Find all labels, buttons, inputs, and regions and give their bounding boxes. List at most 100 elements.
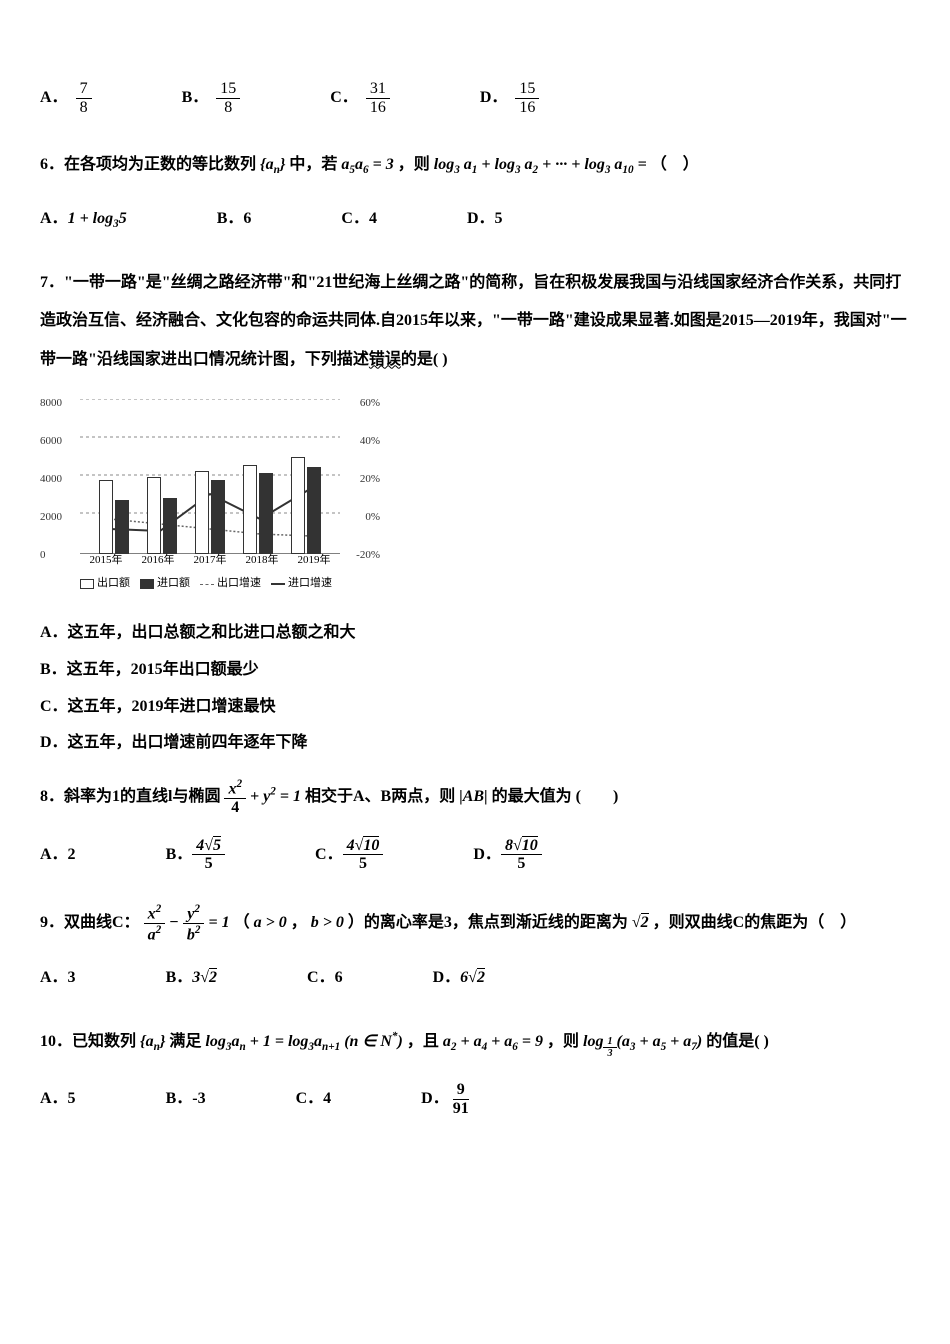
q8-paren: ( ) [576, 788, 619, 805]
opt-label: B． [182, 84, 209, 113]
export-bar [147, 477, 161, 555]
opt-text: B．-3 [166, 1085, 206, 1114]
opt-label: D． [473, 841, 501, 870]
chart-axes [80, 399, 340, 554]
q6-opt-a: A． 1 + log35 [40, 205, 127, 234]
den: a2 [144, 924, 166, 944]
opt-label: B． [166, 964, 193, 993]
xlabel: 2019年 [298, 551, 331, 571]
ab-abs: |AB| [459, 788, 487, 805]
legend-box [140, 579, 154, 589]
math-log: log3 a1 + log3 a2 + ··· + log3 a10 = [434, 156, 651, 173]
sum-eq: a2 + a4 + a6 = 9 [443, 1033, 543, 1050]
opt-text: B．6 [217, 205, 252, 234]
legend-text: 进口增速 [288, 574, 332, 594]
numerator: 15 [216, 80, 240, 99]
ylabel: 8000 [40, 394, 62, 414]
legend-item: 进口额 [140, 574, 190, 594]
q5-options: A． 7 8 B． 15 8 C． 31 16 D． 15 16 [40, 80, 910, 116]
ylabel: 6000 [40, 432, 62, 452]
den: 5 [201, 855, 217, 873]
eq1: = 1 [208, 914, 229, 931]
sqrt2: √2 [632, 913, 649, 931]
legend-box [80, 579, 94, 589]
export-bar [99, 480, 113, 554]
q8-opt-b: B． 4√5 5 [166, 837, 225, 873]
q5-opt-b: B． 15 8 [182, 80, 241, 116]
legend: 出口额 进口额 出口增速 进口增速 [80, 574, 332, 594]
fraction: 4√5 5 [192, 837, 225, 873]
den: 5 [513, 855, 529, 873]
xlabels: 2015年 2016年 2017年 2018年 2019年 [80, 551, 340, 571]
q6-opt-b: B．6 [217, 205, 252, 234]
q10-options: A．5 B．-3 C．4 D． 9 91 [40, 1081, 910, 1117]
q8-opt-d: D． 8√10 5 [473, 837, 541, 873]
opt-text: C．4 [341, 205, 377, 234]
opt-label: B． [166, 841, 193, 870]
log-eq: log3an + 1 = log3an+1 (n ∈ N*) [205, 1033, 402, 1050]
opt-label: D． [480, 84, 508, 113]
rlabel: -20% [356, 546, 380, 566]
export-bar [243, 465, 257, 554]
import-bar [259, 473, 273, 554]
opt-label: A． [40, 84, 68, 113]
hyp-frac2: y2 b2 [183, 903, 205, 944]
legend-line [200, 584, 214, 585]
q7-stmt-a: A．这五年，出口总额之和比进口总额之和大 [40, 619, 910, 648]
math-seq: {an} [260, 156, 285, 173]
denominator: 8 [76, 99, 92, 117]
opt-text: D．5 [467, 205, 503, 234]
num: 9 [453, 1081, 469, 1100]
ylabel: 4000 [40, 470, 62, 490]
q9-t2: （ [234, 914, 250, 931]
import-bar [115, 500, 129, 554]
q10-opt-a: A．5 [40, 1085, 76, 1114]
den: 4 [227, 799, 243, 817]
q7-stmt-d: D．这五年，出口增速前四年逐年下降 [40, 729, 910, 758]
import-bar [163, 498, 177, 554]
num: x2 [224, 778, 246, 799]
denominator: 8 [220, 99, 236, 117]
q9-t5: ，则双曲线C的焦距为（ ） [653, 914, 857, 931]
q10-t2: 满足 [169, 1033, 201, 1050]
legend-item: 出口额 [80, 574, 130, 594]
seq: {an} [140, 1033, 165, 1050]
q7-stmt-c: C．这五年，2019年进口增速最快 [40, 693, 910, 722]
export-bar [291, 457, 305, 554]
q10-opt-d: D． 9 91 [421, 1081, 473, 1117]
q6-t1: ．在各项均为正数的等比数列 [48, 156, 256, 173]
xlabel: 2017年 [194, 551, 227, 571]
opt-label: C． [315, 841, 343, 870]
q10-opt-b: B．-3 [166, 1085, 206, 1114]
import-bar [307, 467, 321, 554]
opt-text: C．6 [307, 964, 343, 993]
q8-opt-a: A．2 [40, 841, 76, 870]
bar-group [147, 477, 177, 555]
q8: 8．斜率为1的直线l与椭圆 x2 4 + y2 = 1 相交于A、B两点，则 |… [40, 778, 910, 817]
q10-t1: 10．已知数列 [40, 1033, 136, 1050]
q6-opt-c: C．4 [341, 205, 377, 234]
denominator: 16 [515, 99, 539, 117]
b-gt-0: b > 0 [311, 914, 344, 931]
math-val: 1 + log35 [68, 205, 127, 234]
opt-text: A．2 [40, 841, 76, 870]
q5-opt-a: A． 7 8 [40, 80, 92, 116]
xlabel: 2016年 [142, 551, 175, 571]
q8-t1: 8．斜率为1的直线l与椭圆 [40, 788, 220, 805]
fraction: 15 16 [515, 80, 539, 116]
q7-wavy: 错误 [369, 351, 401, 368]
math-val: 6√2 [460, 964, 485, 993]
opt-text: C．4 [296, 1085, 332, 1114]
q9-t3: ， [291, 914, 307, 931]
legend-item: 出口增速 [200, 574, 261, 594]
fraction: 9 91 [449, 1081, 473, 1117]
rlabel: 0% [365, 508, 380, 528]
math-eq: a5a6 = 3 [341, 156, 393, 173]
q9: 9．双曲线C： x2 a2 − y2 b2 = 1 （ a > 0 ， b > … [40, 903, 910, 944]
legend-line [271, 583, 285, 585]
q9-t4: ）的离心率是3，焦点到渐近线的距离为 [348, 914, 628, 931]
bar-group [99, 480, 129, 554]
q6: 6．在各项均为正数的等比数列 {an} 中，若 a5a6 = 3 ，则 log3… [40, 146, 910, 184]
q9-t1: 9．双曲线C： [40, 914, 140, 931]
q10-t5: 的值是( ) [706, 1033, 769, 1050]
